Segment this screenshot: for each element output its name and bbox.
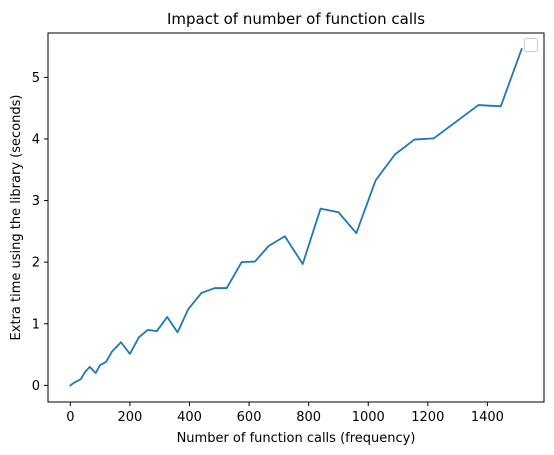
x-tick-label: 1000 bbox=[352, 410, 385, 425]
y-axis-ticks: 0 1 2 3 4 5 bbox=[32, 71, 48, 394]
x-tick-label: 400 bbox=[177, 410, 202, 425]
series-line bbox=[69, 47, 523, 387]
chart-title: Impact of number of function calls bbox=[167, 10, 425, 28]
x-tick-label: 600 bbox=[237, 410, 262, 425]
y-tick-label: 4 bbox=[32, 132, 40, 147]
y-tick-label: 2 bbox=[32, 256, 40, 271]
x-tick-label: 800 bbox=[296, 410, 321, 425]
x-axis-label: Number of function calls (frequency) bbox=[177, 431, 416, 446]
plot-area bbox=[48, 33, 544, 402]
plot-frame bbox=[47, 32, 545, 403]
x-tick-label: 1200 bbox=[411, 410, 444, 425]
x-tick-label: 1400 bbox=[471, 410, 504, 425]
y-tick-label: 0 bbox=[32, 379, 40, 394]
x-axis-ticks: 0 200 400 600 800 1000 1200 1400 bbox=[66, 402, 504, 425]
y-tick-label: 3 bbox=[32, 194, 40, 209]
legend-box bbox=[524, 38, 538, 52]
y-tick-label: 5 bbox=[32, 71, 40, 86]
x-tick-label: 200 bbox=[118, 410, 143, 425]
y-tick-label: 1 bbox=[32, 317, 40, 332]
y-axis-label: Extra time using the library (seconds) bbox=[9, 95, 24, 341]
x-tick-label: 0 bbox=[66, 410, 74, 425]
